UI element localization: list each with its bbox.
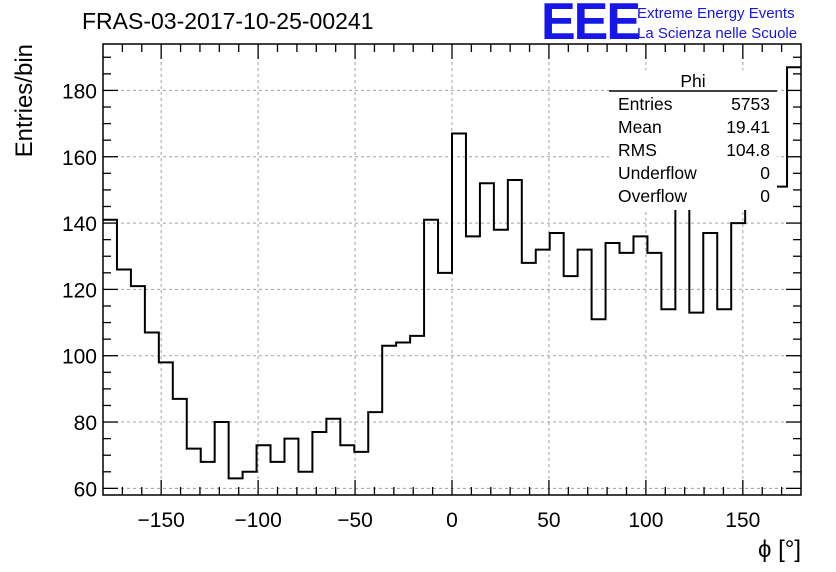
- eee-logo: EEE: [541, 0, 641, 51]
- histogram-bin: [606, 243, 620, 495]
- stats-row-value: 104.8: [726, 140, 770, 160]
- stats-box: Phi Entries 5753 Mean 19.41 RMS 104.8 Underflo…: [609, 70, 777, 210]
- x-tick-label: −50: [337, 509, 373, 532]
- y-tick-label: 120: [62, 279, 97, 302]
- histogram-bin: [368, 412, 382, 495]
- histogram-bin: [382, 346, 396, 495]
- stats-box-rows: Entries 5753 Mean 19.41 RMS 104.8 Underflow 0 Ov…: [618, 94, 770, 206]
- histogram-bin: [703, 233, 717, 495]
- y-tick-label: 80: [74, 412, 97, 435]
- histogram-bin: [717, 309, 731, 495]
- histogram-bin: [201, 462, 215, 495]
- histogram-bin: [103, 220, 117, 495]
- y-axis-title: Entries/bin: [11, 44, 38, 157]
- histogram-bin: [787, 67, 801, 495]
- histogram-bin: [145, 333, 159, 495]
- histogram-bin: [298, 472, 312, 495]
- histogram-bin: [326, 419, 340, 495]
- y-tick-label: 180: [62, 80, 97, 103]
- histogram-bin: [508, 180, 522, 495]
- x-tick-label: −150: [138, 509, 185, 532]
- logo-text-line2: La Scienza nelle Scuole: [637, 25, 798, 42]
- histogram-bin: [564, 276, 578, 495]
- stats-row-label: Mean: [618, 117, 662, 137]
- histogram-bin: [284, 439, 298, 495]
- histogram-bin: [452, 134, 466, 495]
- histogram-bin: [536, 250, 550, 495]
- y-tick-label: 140: [62, 213, 97, 236]
- y-axis-tick-labels: 60 80 100 120 140 160 180: [62, 80, 97, 501]
- x-tick-label: 50: [537, 509, 560, 532]
- stats-row-label: RMS: [618, 140, 657, 160]
- x-tick-label: −100: [234, 509, 281, 532]
- y-tick-label: 100: [62, 346, 97, 369]
- histogram-bin: [661, 309, 675, 495]
- histogram-bin: [215, 422, 229, 495]
- histogram-bin: [159, 362, 173, 495]
- x-axis-tick-labels: −150 −100 −50 0 50 100 150: [138, 509, 761, 532]
- histogram-bin: [173, 399, 187, 495]
- histogram-bin: [647, 253, 661, 495]
- x-axis-title: ϕ [°]: [758, 536, 801, 563]
- histogram-bin: [759, 193, 773, 495]
- histogram-bin: [550, 233, 564, 495]
- stats-box-title: Phi: [680, 71, 705, 91]
- stats-row-value: 0: [760, 186, 770, 206]
- histogram-bin: [410, 336, 424, 495]
- histogram-bin: [466, 236, 480, 495]
- page-title: FRAS-03-2017-10-25-00241: [82, 8, 374, 34]
- stats-row-value: 19.41: [726, 117, 770, 137]
- histogram-bin: [731, 223, 745, 495]
- histogram-bin: [578, 250, 592, 495]
- histogram-bin: [494, 230, 508, 495]
- stats-row-label: Underflow: [618, 163, 697, 183]
- y-tick-label: 160: [62, 147, 97, 170]
- histogram-bin: [354, 452, 368, 495]
- logo-text-line1: Extreme Energy Events: [637, 5, 795, 22]
- histogram-bin: [480, 183, 494, 495]
- histogram-bin: [117, 270, 131, 496]
- histogram-bin: [312, 432, 326, 495]
- stats-row-value: 0: [760, 163, 770, 183]
- histogram-bin: [675, 160, 689, 495]
- histogram-bin: [773, 187, 787, 495]
- histogram-bin: [243, 472, 257, 495]
- y-tick-label: 60: [74, 478, 97, 501]
- x-tick-label: 150: [725, 509, 760, 532]
- histogram-bin: [424, 220, 438, 495]
- histogram-bin: [396, 342, 410, 495]
- histogram-bin: [131, 286, 145, 495]
- x-tick-label: 0: [446, 509, 458, 532]
- histogram-bin: [689, 313, 703, 495]
- histogram-bin: [438, 273, 452, 495]
- histogram-bin: [633, 236, 647, 495]
- histogram-bin: [187, 449, 201, 495]
- stats-row-label: Overflow: [618, 186, 687, 206]
- stats-box-background: [609, 70, 777, 210]
- axis-ticks: [103, 44, 801, 495]
- histogram-bin: [522, 263, 536, 495]
- histogram-bin: [340, 445, 354, 495]
- histogram-bin: [229, 478, 243, 495]
- x-tick-label: 100: [628, 509, 663, 532]
- stats-row-value: 5753: [731, 94, 770, 114]
- stats-row-label: Entries: [618, 94, 673, 114]
- histogram-bin: [592, 319, 606, 495]
- histogram-bin: [620, 253, 634, 495]
